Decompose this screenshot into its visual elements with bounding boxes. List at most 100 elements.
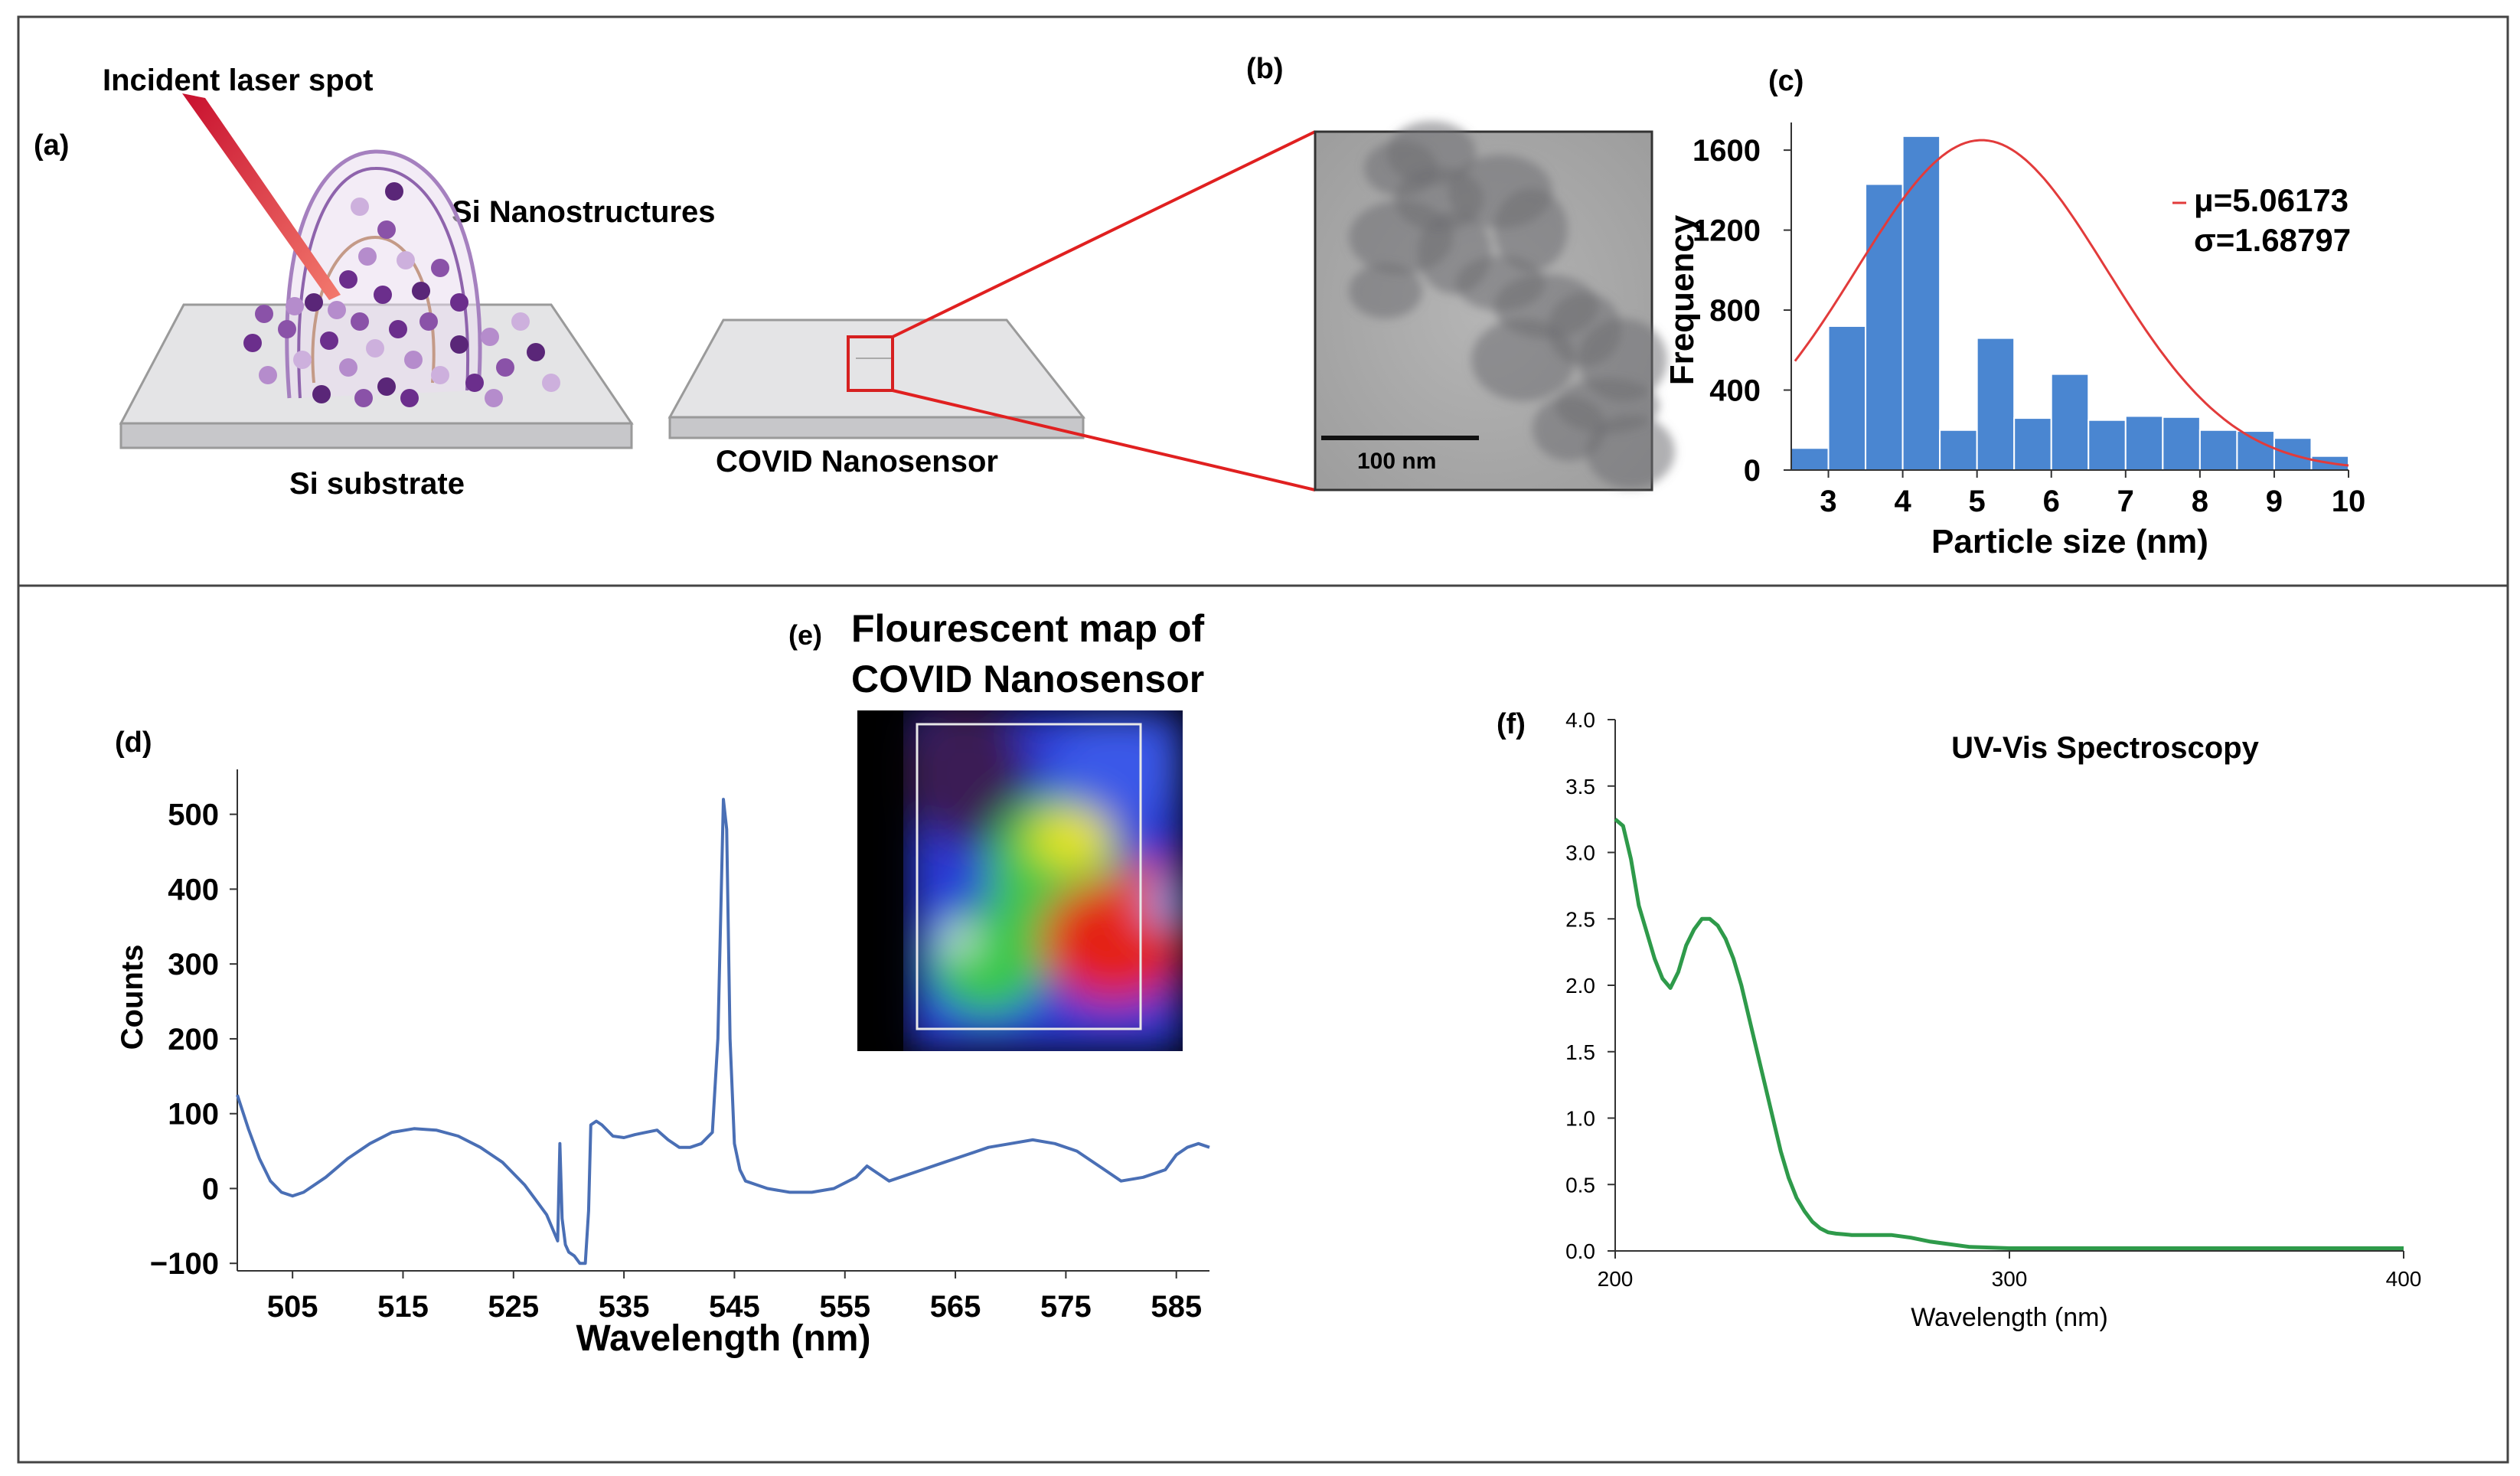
histogram-bar <box>1790 447 1830 471</box>
panel-b: (b) 100 nm <box>1246 53 1675 491</box>
panel-b-label: (b) <box>1246 53 1284 85</box>
nanoparticle <box>542 374 560 392</box>
substrate-label: Si substrate <box>289 467 465 501</box>
y-tick-label: 0.0 <box>1565 1239 1595 1263</box>
nanoparticle <box>511 312 530 331</box>
nanoparticle <box>366 339 384 358</box>
covid-nanosensor-chip <box>668 318 1086 439</box>
x-axis-label: Wavelength (nm) <box>1911 1303 2108 1332</box>
panel-a: (a) Incident laser spot Si Nanostructure… <box>34 64 1316 501</box>
histogram-bar <box>2236 430 2275 472</box>
legend-mu: μ=5.06173 <box>2194 182 2349 218</box>
y-tick-label: 300 <box>168 948 219 981</box>
laser-beam <box>182 93 341 300</box>
nanoparticle <box>400 389 419 407</box>
panel-e-label: (e) <box>788 619 822 651</box>
nanoparticle <box>351 312 369 331</box>
x-axis-label: Particle size (nm) <box>1931 523 2208 560</box>
nanoparticle <box>397 251 415 269</box>
nanoparticle <box>377 220 396 239</box>
panel-c: (c) 3 4 5 6 7 8 9 10 0 400 800 1200 1600 Particle siz… <box>1663 65 2365 560</box>
x-tick-label: 585 <box>1151 1290 1202 1324</box>
nanoparticle <box>450 293 468 312</box>
y-tick-label: 400 <box>168 873 219 906</box>
nanoparticle <box>339 270 357 289</box>
y-tick-label: 400 <box>1709 374 1761 408</box>
nanoparticle <box>404 351 423 369</box>
nanoparticle <box>278 320 296 338</box>
histogram-bar <box>2124 415 2164 472</box>
nanoparticle <box>527 343 545 361</box>
x-tick-label: 200 <box>1598 1267 1634 1291</box>
histogram-bar <box>1865 183 1904 472</box>
x-tick-label: 505 <box>267 1290 318 1324</box>
x-tick-label: 10 <box>2332 485 2366 518</box>
y-tick-label: −100 <box>150 1247 219 1281</box>
panel-e: (e) Flourescent map of COVID Nanosensor <box>788 607 1205 1051</box>
y-tick-label: 800 <box>1709 294 1761 328</box>
nanoparticle <box>374 286 392 304</box>
panel-d-label: (d) <box>115 727 152 759</box>
scalebar-label: 100 nm <box>1357 449 1436 474</box>
nanoparticle <box>419 312 438 331</box>
x-tick-label: 9 <box>2266 485 2283 518</box>
nanoparticle <box>485 389 503 407</box>
tem-aggregate <box>1471 318 1575 401</box>
panel-e-title-line2: COVID Nanosensor <box>851 658 1204 700</box>
x-tick-label: 400 <box>2386 1267 2422 1291</box>
y-tick-label: 2.5 <box>1565 907 1595 931</box>
x-tick-label: 8 <box>2192 485 2208 518</box>
x-tick-label: 575 <box>1040 1290 1092 1324</box>
y-tick-label: 200 <box>168 1023 219 1056</box>
y-tick-label: 1200 <box>1693 214 1761 248</box>
panel-a-label: (a) <box>34 129 69 162</box>
laser-label: Incident laser spot <box>103 64 373 97</box>
histogram-bar <box>1939 429 1978 472</box>
y-tick-label: 500 <box>168 798 219 832</box>
histogram-bar <box>2087 419 2127 471</box>
chart-title: UV-Vis Spectroscopy <box>1951 731 2259 765</box>
x-axis-label: Wavelength (nm) <box>576 1318 871 1359</box>
nanoparticle <box>496 358 514 377</box>
nanoparticle <box>305 293 323 312</box>
nanoparticle <box>293 351 312 369</box>
nanoparticle <box>312 385 331 403</box>
nanoparticle <box>339 358 357 377</box>
panel-d: (d) 505 515 525 535 545 555 565 575 585 −100 0 100 2… <box>115 727 1210 1359</box>
legend-sigma: σ=1.68797 <box>2194 222 2351 258</box>
nanoparticle <box>351 198 369 216</box>
nanoparticle <box>481 328 499 346</box>
x-tick-label: 555 <box>819 1290 870 1324</box>
x-tick-label: 5 <box>1969 485 1986 518</box>
nanoparticle <box>255 305 273 323</box>
nanoparticle <box>431 259 449 277</box>
nanoparticles <box>243 182 560 407</box>
x-tick-label: 6 <box>2043 485 2060 518</box>
y-tick-label: 3.0 <box>1565 841 1595 865</box>
nanoparticle <box>450 335 468 354</box>
y-tick-label: 0 <box>202 1172 219 1206</box>
y-tick-label: 1.5 <box>1565 1040 1595 1064</box>
fluorescence-spectrum-chart: 505 515 525 535 545 555 565 575 585 −100 0 100 200 30… <box>116 769 1210 1359</box>
x-tick-label: 515 <box>377 1290 429 1324</box>
panel-c-label: (c) <box>1768 65 1803 97</box>
x-tick-label: 545 <box>709 1290 760 1324</box>
zoom-line-top <box>892 130 1316 338</box>
histogram-bar <box>1901 135 1941 471</box>
histogram-bar <box>1976 337 2016 471</box>
sensor-label: COVID Nanosensor <box>716 445 998 478</box>
figure-frame <box>17 15 2509 1464</box>
fit-curve <box>1794 139 2349 467</box>
nanoparticle <box>354 389 373 407</box>
x-tick-label: 300 <box>1992 1267 2028 1291</box>
nanoparticle <box>320 331 338 350</box>
histogram-bar <box>2050 373 2090 471</box>
y-axis-label: Counts <box>116 945 149 1050</box>
nanoparticle <box>377 377 396 396</box>
y-axis-label: Frequency <box>1663 214 1701 385</box>
histogram-chart: 3 4 5 6 7 8 9 10 0 400 800 1200 1600 Particle size (n… <box>1663 122 2365 560</box>
x-tick-label: 3 <box>1820 485 1836 518</box>
y-tick-label: 100 <box>168 1098 219 1131</box>
y-tick-label: 1.0 <box>1565 1107 1595 1131</box>
